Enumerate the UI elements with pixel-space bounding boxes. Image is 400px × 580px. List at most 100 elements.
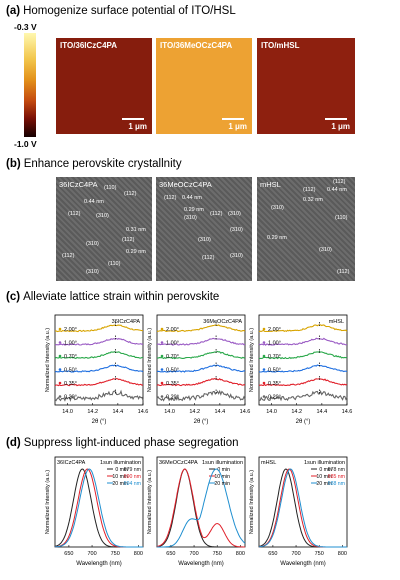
legend-marker (160, 381, 164, 385)
y-axis-label: Normalized Intensity (a.u.) (45, 328, 51, 392)
section-c-title: (c) Alleviate lattice strain within perov… (6, 291, 219, 303)
x-axis-label: 2θ (°) (194, 419, 209, 425)
tem-annotation: (310) (230, 227, 243, 233)
x-tick-label: 14.2 (87, 409, 98, 415)
tem-annotation: 0.32 nm (303, 197, 323, 203)
tem-annotation: (112) (303, 187, 316, 193)
afm-label: ITO/mHSL (261, 41, 300, 50)
x-axis-label: 2θ (°) (92, 419, 107, 425)
xrd-series-line (157, 337, 245, 346)
tem-annotation: (110) (335, 215, 348, 221)
section-a-text: Homogenize surface potential of ITO/HSL (23, 5, 236, 17)
section-a-title: (a) Homogenize surface potential of ITO/H… (6, 5, 236, 17)
pl-series-line (157, 468, 246, 548)
tem-label: mHSL (260, 180, 281, 189)
colorbar-top-label: -0.3 V (14, 22, 37, 32)
tem-annotation: (112) (210, 211, 223, 217)
xrd-series-line (156, 377, 246, 387)
plot-frame (156, 456, 246, 548)
legend-label: 2.00° (64, 327, 77, 333)
x-tick-label: 14.6 (138, 409, 149, 415)
legend-label: 1.00° (64, 341, 77, 347)
tem-label: 36ICzC4PA (59, 180, 98, 189)
tem-annotation: (310) (86, 241, 99, 247)
legend-marker (160, 341, 164, 344)
xrd-series-line (156, 364, 246, 373)
legend-marker (160, 327, 164, 331)
legend-label: 0.50° (268, 368, 281, 374)
tem-annotation: (110) (104, 185, 117, 191)
x-tick-label: 14.2 (189, 409, 200, 415)
scale-bar (122, 118, 144, 120)
tem-annotation: (310) (96, 213, 109, 219)
legend-label: 2.00° (268, 327, 281, 333)
panel-label: mHSL (329, 319, 344, 325)
legend-label: 0 min (319, 467, 332, 473)
tem-annotation: (112) (68, 211, 81, 217)
scale-label: 1 μm (128, 122, 147, 131)
scale-bar (222, 118, 244, 120)
legend-marker (58, 368, 62, 371)
x-tick-label: 700 (189, 551, 198, 557)
x-tick-label: 650 (64, 551, 73, 557)
section-a-letter: (a) (6, 5, 21, 17)
legend-label: 10 min (112, 474, 128, 480)
xrd-series-line (54, 389, 144, 402)
section-d-letter: (d) (6, 437, 21, 449)
section-c-letter: (c) (6, 291, 21, 303)
x-tick-label: 750 (213, 551, 222, 557)
x-tick-label: 14.4 (214, 409, 225, 415)
x-tick-label: 800 (236, 551, 245, 557)
legend-label: 0.70° (64, 354, 77, 360)
xrd-series-line (258, 364, 348, 373)
legend-marker (58, 327, 62, 331)
plot-frame (258, 456, 348, 548)
legend-label: 0.70° (166, 354, 179, 360)
pl-series-line (54, 468, 143, 548)
legend-label: 0.35° (64, 381, 77, 387)
legend-label: 10 min (214, 474, 230, 480)
tem-annotation: 0.44 nm (327, 187, 347, 193)
xrd-series-line (258, 389, 348, 402)
xrd-series-line (156, 350, 246, 360)
tem-image-1: 36ICzC4PA (110) (112) 0.44 nm (112) (310… (56, 177, 152, 281)
y-axis-label: Normalized Intensity (a.u.) (249, 470, 255, 534)
tem-image-3: mHSL (112) (112) 0.44 nm 0.32 nm (310) (… (257, 177, 355, 281)
panel-label: 36MeOCzC4PA (203, 319, 242, 325)
tem-annotation: (310) (271, 205, 284, 211)
tem-annotation: (112) (337, 269, 350, 275)
tem-annotation: (110) (108, 261, 121, 267)
tem-annotation: (310) (228, 211, 241, 217)
scale-label: 1 μm (228, 122, 247, 131)
plot-frame (156, 314, 246, 406)
x-tick-label: 750 (111, 551, 120, 557)
tem-annotation: 0.44 nm (84, 199, 104, 205)
xrd-series-line (258, 378, 348, 387)
legend-label: 1.00° (268, 341, 281, 347)
legend-marker (262, 327, 266, 331)
legend-marker (58, 381, 62, 385)
scale-label: 1 μm (331, 122, 350, 131)
x-tick-label: 14.6 (342, 409, 353, 415)
x-axis-label: Wavelength (nm) (178, 561, 223, 567)
tem-annotation: 0.29 nm (184, 207, 204, 213)
tem-annotation: (310) (230, 253, 243, 259)
y-axis-label: Normalized Intensity (a.u.) (147, 328, 153, 392)
tem-annotation: (310) (198, 237, 211, 243)
xrd-series-line (54, 378, 144, 387)
x-axis-label: 2θ (°) (296, 419, 311, 425)
xrd-series-line (258, 324, 348, 333)
legend-label: 0.50° (64, 368, 77, 374)
legend-value: 685 nm (328, 474, 345, 480)
legend-marker (262, 381, 266, 385)
legend-label: 0.35° (166, 381, 179, 387)
legend-value: 688 nm (328, 481, 345, 487)
colorbar (24, 33, 36, 137)
pl-series-line (258, 468, 347, 548)
legend-value: 690 nm (124, 474, 141, 480)
legend-label: 0.35° (268, 381, 281, 387)
x-tick-label: 800 (338, 551, 347, 557)
tem-annotation: (112) (202, 255, 215, 261)
xrd-series-line (54, 364, 144, 373)
section-b-title: (b) Enhance perovskite crystallnity (6, 158, 182, 170)
